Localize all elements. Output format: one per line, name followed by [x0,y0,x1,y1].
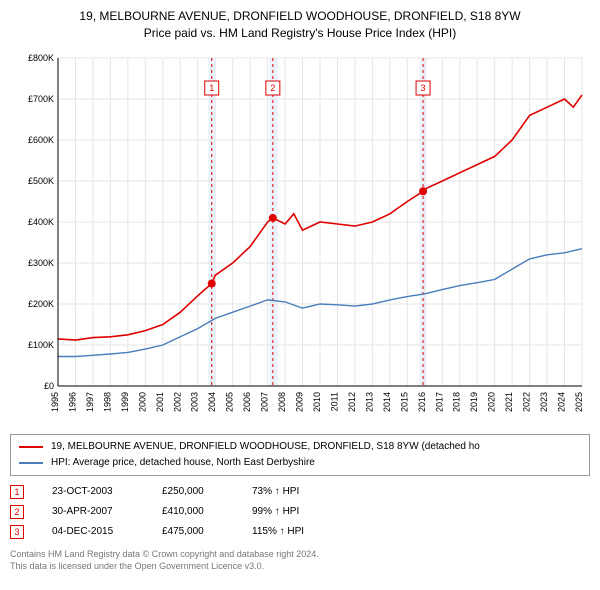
svg-text:2003: 2003 [190,392,200,412]
svg-text:2024: 2024 [557,392,567,412]
svg-text:2015: 2015 [399,392,409,412]
svg-text:2002: 2002 [172,392,182,412]
attribution: Contains HM Land Registry data © Crown c… [10,548,590,572]
title-line1: 19, MELBOURNE AVENUE, DRONFIELD WOODHOUS… [10,8,590,25]
svg-text:1998: 1998 [102,392,112,412]
marker-badge: 3 [10,525,24,539]
attribution-line: Contains HM Land Registry data © Crown c… [10,548,590,560]
marker-row: 3 04-DEC-2015 £475,000 115% ↑ HPI [10,522,590,542]
svg-text:1997: 1997 [85,392,95,412]
svg-text:£100K: £100K [28,340,54,350]
marker-price: £410,000 [162,506,232,517]
svg-text:2017: 2017 [434,392,444,412]
svg-text:2023: 2023 [539,392,549,412]
marker-badge: 1 [10,485,24,499]
svg-text:£700K: £700K [28,94,54,104]
svg-text:2009: 2009 [295,392,305,412]
svg-text:£500K: £500K [28,176,54,186]
svg-text:2019: 2019 [469,392,479,412]
marker-row: 1 23-OCT-2003 £250,000 73% ↑ HPI [10,482,590,502]
marker-pct: 99% ↑ HPI [252,506,299,517]
svg-text:1996: 1996 [67,392,77,412]
svg-text:2016: 2016 [417,392,427,412]
svg-text:1: 1 [209,83,214,93]
svg-text:1999: 1999 [120,392,130,412]
svg-text:£600K: £600K [28,135,54,145]
svg-text:2020: 2020 [487,392,497,412]
svg-text:3: 3 [421,83,426,93]
svg-text:2008: 2008 [277,392,287,412]
legend-label: HPI: Average price, detached house, Nort… [51,457,315,468]
svg-text:2006: 2006 [242,392,252,412]
marker-pct: 73% ↑ HPI [252,486,299,497]
legend-label: 19, MELBOURNE AVENUE, DRONFIELD WOODHOUS… [51,441,480,452]
marker-pct: 115% ↑ HPI [252,526,304,537]
svg-text:£200K: £200K [28,299,54,309]
legend-swatch [19,446,43,448]
marker-date: 30-APR-2007 [52,506,142,517]
marker-table: 1 23-OCT-2003 £250,000 73% ↑ HPI 2 30-AP… [10,482,590,542]
svg-text:2025: 2025 [574,392,584,412]
svg-text:2007: 2007 [260,392,270,412]
attribution-line: This data is licensed under the Open Gov… [10,560,590,572]
line-chart: 1 2 3 £0 £100K £200K £300K £400K £500K £600K £700K… [10,48,590,428]
chart-container: { "title": { "line1": "19, MELBOURNE AVE… [0,0,600,590]
svg-text:2013: 2013 [364,392,374,412]
svg-text:2014: 2014 [382,392,392,412]
svg-text:2000: 2000 [137,392,147,412]
svg-text:£300K: £300K [28,258,54,268]
legend: 19, MELBOURNE AVENUE, DRONFIELD WOODHOUS… [10,434,590,476]
svg-text:2004: 2004 [207,392,217,412]
chart-svg: 1 2 3 £0 £100K £200K £300K £400K £500K £600K £700K… [10,48,590,428]
title-line2: Price paid vs. HM Land Registry's House … [10,25,590,42]
marker-price: £475,000 [162,526,232,537]
svg-text:2011: 2011 [329,392,339,411]
svg-text:2012: 2012 [347,392,357,412]
marker-row: 2 30-APR-2007 £410,000 99% ↑ HPI [10,502,590,522]
svg-text:2010: 2010 [312,392,322,412]
marker-date: 23-OCT-2003 [52,486,142,497]
svg-text:2018: 2018 [452,392,462,412]
svg-text:£800K: £800K [28,53,54,63]
legend-item: HPI: Average price, detached house, Nort… [19,455,581,471]
svg-text:1995: 1995 [50,392,60,412]
legend-swatch [19,462,43,464]
marker-badge: 2 [10,505,24,519]
svg-text:2: 2 [270,83,275,93]
marker-price: £250,000 [162,486,232,497]
svg-text:2021: 2021 [504,392,514,412]
chart-title: 19, MELBOURNE AVENUE, DRONFIELD WOODHOUS… [10,8,590,42]
svg-text:2022: 2022 [522,392,532,412]
svg-text:2001: 2001 [155,392,165,412]
legend-item: 19, MELBOURNE AVENUE, DRONFIELD WOODHOUS… [19,439,581,455]
svg-text:£0: £0 [44,381,54,391]
svg-text:2005: 2005 [225,392,235,412]
marker-date: 04-DEC-2015 [52,526,142,537]
svg-text:£400K: £400K [28,217,54,227]
